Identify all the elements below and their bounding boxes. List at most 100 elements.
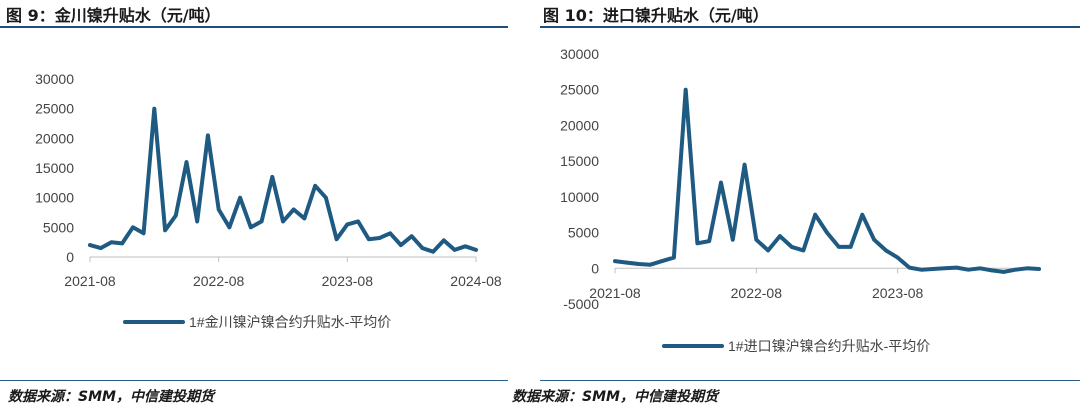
y-tick-label: 20000 bbox=[35, 130, 74, 146]
data-point bbox=[431, 249, 435, 254]
data-point bbox=[907, 265, 912, 270]
data-point bbox=[825, 230, 829, 235]
data-point bbox=[98, 246, 103, 250]
data-point bbox=[399, 243, 403, 247]
data-point bbox=[88, 243, 92, 247]
y-tick-label: 0 bbox=[591, 260, 599, 276]
data-point bbox=[766, 248, 770, 253]
data-point bbox=[730, 237, 735, 242]
data-point bbox=[613, 259, 617, 263]
data-point bbox=[356, 219, 360, 224]
data-point bbox=[836, 245, 841, 249]
data-point bbox=[931, 267, 935, 271]
data-point bbox=[1001, 270, 1006, 274]
data-point bbox=[463, 244, 468, 249]
data-point bbox=[173, 213, 178, 218]
data-point bbox=[954, 265, 959, 270]
data-point bbox=[742, 162, 747, 167]
x-tick-label: 2021-08 bbox=[589, 285, 641, 301]
y-tick-label: 30000 bbox=[35, 71, 74, 87]
data-point bbox=[216, 207, 221, 212]
data-point bbox=[409, 234, 414, 239]
x-tick-label: 2022-08 bbox=[193, 273, 245, 289]
data-point bbox=[163, 228, 167, 233]
data-point bbox=[120, 241, 124, 246]
data-point bbox=[141, 231, 146, 236]
right-bottom-rule bbox=[540, 380, 1080, 381]
data-point bbox=[452, 248, 457, 252]
data-point bbox=[259, 219, 264, 224]
data-point bbox=[848, 245, 853, 249]
data-point bbox=[719, 180, 723, 185]
data-point bbox=[942, 266, 947, 271]
data-point bbox=[238, 195, 242, 200]
data-point bbox=[184, 160, 189, 164]
y-tick-label: 30000 bbox=[560, 46, 599, 62]
data-point bbox=[1013, 267, 1018, 272]
x-tick-label: 2023-08 bbox=[322, 273, 374, 289]
data-point bbox=[206, 133, 210, 138]
data-point bbox=[302, 216, 307, 221]
data-point bbox=[978, 266, 982, 271]
right-figure-title: 图 10：进口镍升贴水（元/吨） bbox=[543, 6, 769, 25]
data-point bbox=[1037, 267, 1041, 271]
data-point bbox=[801, 248, 806, 253]
data-point bbox=[778, 234, 782, 238]
data-point bbox=[683, 87, 688, 92]
data-point bbox=[366, 237, 371, 241]
data-point bbox=[109, 240, 114, 244]
data-point bbox=[131, 225, 135, 230]
left-figure-title: 图 9：金川镍升贴水（元/吨） bbox=[6, 6, 221, 25]
y-tick-label: 25000 bbox=[35, 101, 74, 117]
y-tick-label: 15000 bbox=[560, 153, 599, 169]
data-point bbox=[672, 255, 676, 260]
data-point bbox=[442, 238, 446, 243]
y-tick-label: 5000 bbox=[568, 225, 599, 241]
data-point bbox=[966, 267, 971, 272]
left-chart: 0 5000 10000 15000 20000 25000 30000 2021-08 202… bbox=[35, 71, 502, 330]
data-point bbox=[789, 245, 794, 249]
data-point bbox=[1025, 266, 1030, 271]
series-line bbox=[88, 106, 478, 254]
data-point bbox=[345, 222, 350, 227]
data-point bbox=[624, 260, 629, 265]
data-point bbox=[813, 212, 818, 217]
y-tick-label: 10000 bbox=[560, 189, 599, 205]
x-tick-label: 2023-08 bbox=[872, 285, 924, 301]
y-tick-label: 25000 bbox=[560, 82, 599, 98]
y-tick-label: 10000 bbox=[35, 190, 74, 206]
data-point bbox=[754, 237, 759, 242]
data-point bbox=[695, 241, 700, 246]
data-point bbox=[195, 219, 200, 224]
data-point bbox=[648, 262, 653, 267]
data-point bbox=[474, 248, 478, 252]
x-tick-label: 2021-08 bbox=[64, 273, 116, 289]
data-point bbox=[636, 262, 641, 266]
data-point bbox=[313, 184, 317, 188]
x-tick-label: 2024-08 bbox=[450, 273, 502, 289]
data-point bbox=[872, 237, 876, 242]
x-tick-label: 2022-08 bbox=[731, 285, 783, 301]
data-point bbox=[919, 267, 924, 272]
data-point bbox=[895, 255, 900, 260]
data-point bbox=[324, 195, 328, 200]
y-tick-label: 5000 bbox=[43, 219, 74, 235]
left-title-rule bbox=[0, 26, 508, 28]
data-point bbox=[377, 236, 382, 240]
y-tick-label: -5000 bbox=[563, 296, 599, 312]
y-tick-label: 0 bbox=[66, 249, 74, 265]
data-point bbox=[707, 239, 712, 243]
data-point bbox=[420, 246, 425, 250]
right-source-note: 数据来源：SMM，中信建投期货 bbox=[512, 389, 718, 405]
data-point bbox=[291, 207, 296, 212]
data-point bbox=[334, 237, 339, 241]
legend: 1#金川镍沪镍合约升贴水-平均价 bbox=[123, 314, 391, 330]
y-tick-label: 20000 bbox=[560, 117, 599, 133]
legend-label: 1#金川镍沪镍合约升贴水-平均价 bbox=[189, 314, 391, 330]
data-point bbox=[249, 225, 253, 230]
data-point bbox=[884, 248, 888, 253]
y-tick-label: 15000 bbox=[35, 160, 74, 176]
data-point bbox=[227, 225, 232, 230]
left-source-note: 数据来源：SMM，中信建投期货 bbox=[8, 389, 214, 405]
data-point bbox=[660, 259, 664, 263]
